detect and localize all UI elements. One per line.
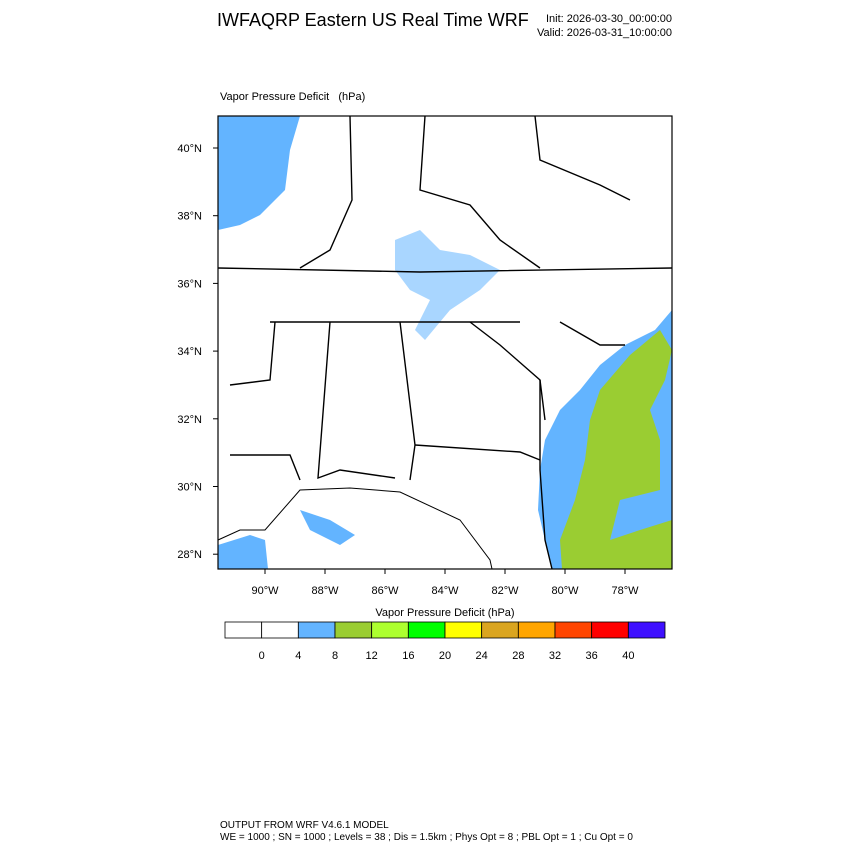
init-time: Init: 2026-03-30_00:00:00 [546,13,672,25]
footer-line: WE = 1000 ; SN = 1000 ; Levels = 38 ; Di… [220,832,633,843]
lat-axis: 40°N 38°N 36°N 34°N 32°N 30°N 28°N [177,143,218,561]
colorbar-box [334,621,373,639]
colorbar-label: 20 [439,650,451,662]
colorbar-box [517,621,556,639]
lat-label: 40°N [177,143,202,155]
lon-label: 82°W [491,585,519,597]
lon-label: 88°W [311,585,339,597]
colorbar-box [261,621,299,639]
colorbar-label: 24 [476,650,488,662]
lon-label: 80°W [551,585,579,597]
field-label: Vapor Pressure Deficit (hPa) [220,91,365,103]
lat-label: 34°N [177,346,202,358]
colorbar-box [371,621,409,639]
state-borders [217,115,673,570]
lon-label: 84°W [431,585,459,597]
blue-patch-appalachia [395,230,500,340]
footer-line: OUTPUT FROM WRF V4.6.1 MODEL [220,820,389,831]
colorbar-box [297,621,336,639]
colorbar-label: 32 [549,650,561,662]
title: IWFAQRP Eastern US Real Time WRF [217,10,529,30]
colorbar-label: 4 [295,650,301,662]
colorbar-box [627,621,666,639]
green-patch [560,330,672,569]
colorbar-box [224,621,263,639]
valid-time: Valid: 2026-03-31_10:00:00 [537,27,672,39]
lat-label: 30°N [177,482,202,494]
colorbar-label: 40 [622,650,634,662]
colorbar-box [554,621,593,639]
map-area [217,115,673,570]
blue-patch-nw [218,116,300,230]
lon-label: 90°W [251,585,279,597]
lat-label: 32°N [177,414,202,426]
gulf-blue [218,535,268,569]
colorbar-label: 12 [366,650,378,662]
colorbar-box [481,621,519,639]
colorbar-label: 16 [402,650,414,662]
lat-label: 28°N [177,549,202,561]
lat-label: 38°N [177,211,202,223]
colorbar-box [591,621,629,639]
colorbar-label: 0 [259,650,265,662]
gulf-blue-2 [300,510,355,545]
colorbar-box [444,621,483,639]
colorbar-box [407,621,446,639]
lon-axis: 90°W 88°W 86°W 84°W 82°W 80°W 78°W [251,569,639,597]
colorbar-title: Vapor Pressure Deficit (hPa) [375,607,514,619]
lat-label: 36°N [177,278,202,290]
colorbar: 0 4 8 12 16 20 24 28 32 36 40 [224,621,666,662]
lon-label: 86°W [371,585,399,597]
colorbar-label: 28 [512,650,524,662]
lon-label: 78°W [611,585,639,597]
colorbar-label: 36 [586,650,598,662]
colorbar-label: 8 [332,650,338,662]
